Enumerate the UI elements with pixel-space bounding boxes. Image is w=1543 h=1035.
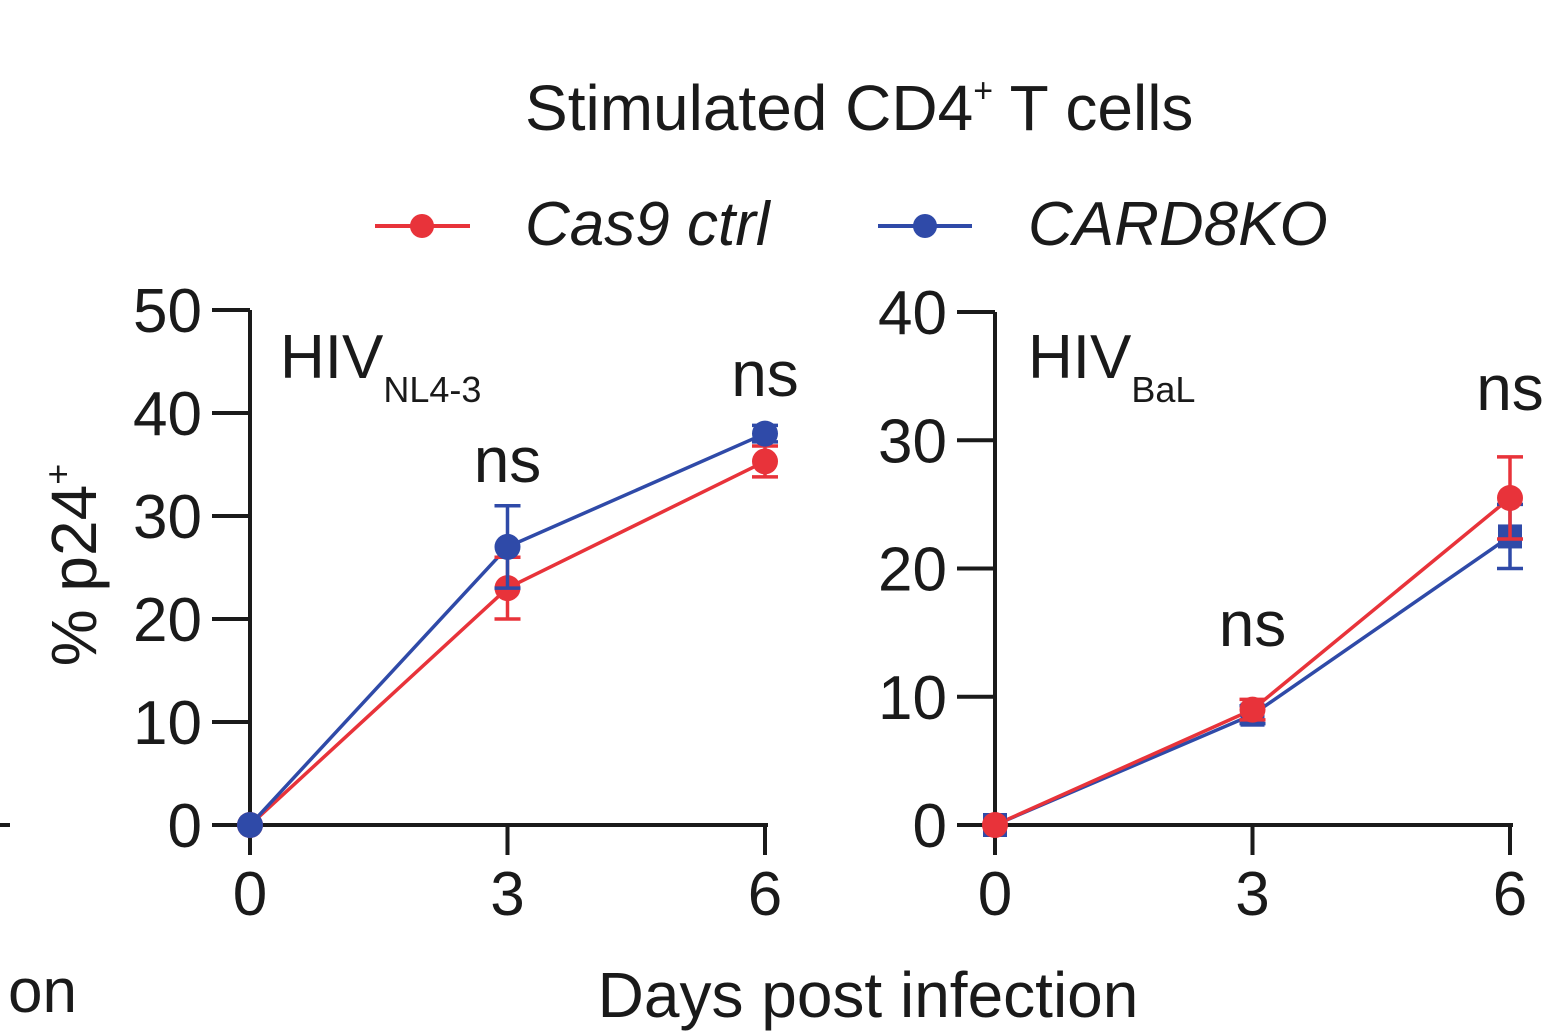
y-tick-label: 30 (878, 407, 947, 476)
legend-marker-cas9-ctrl (410, 214, 434, 238)
y-tick-label: 0 (168, 792, 202, 861)
panel-title-hiv-bal: HIVBaL (1028, 323, 1195, 410)
y-tick-label: 0 (913, 792, 947, 861)
data-point-cas9-ctrl (752, 448, 778, 475)
x-tick-label: 0 (233, 860, 267, 929)
legend-label-cas9-ctrl: Cas9 ctrl (525, 190, 772, 259)
legend-label-card8ko: CARD8KO (1028, 190, 1328, 259)
data-point-card8ko (494, 533, 521, 560)
y-tick-label: 50 (133, 277, 202, 346)
x-tick-label: 3 (490, 860, 524, 929)
significance-label: ns (1219, 588, 1287, 660)
legend-item-cas9-ctrl: Cas9 ctrl (375, 190, 772, 259)
series-line-cas9-ctrl (994, 496, 1512, 827)
data-point-card8ko (752, 420, 778, 447)
panel-title-hiv-nl4-3: HIVNL4-3 (280, 323, 481, 410)
clipped-xlabel-fragment: on (8, 957, 77, 1026)
panel-hiv-bal: HIVBaL 0 10 20 30 40 0 3 6 ns ns (878, 279, 1543, 929)
series-line-card8ko (994, 534, 1511, 827)
significance-label: ns (474, 424, 542, 496)
data-point-cas9-ctrl (982, 812, 1008, 838)
figure-title: Stimulated CD4+ T cells (525, 72, 1193, 144)
x-tick-label: 0 (978, 860, 1012, 929)
legend-item-card8ko: CARD8KO (878, 190, 1328, 259)
legend: Cas9 ctrl CARD8KO (375, 190, 1328, 259)
y-tick-label: 40 (133, 380, 202, 449)
x-tick-label: 3 (1235, 860, 1269, 929)
significance-label: ns (1476, 352, 1543, 424)
data-point-card8ko (237, 812, 263, 838)
panel-hiv-nl4-3: HIVNL4-3 0 10 20 30 40 50 0 3 6 ns ns (133, 277, 799, 929)
y-tick-label: 10 (133, 689, 202, 758)
y-tick-label: 10 (878, 664, 947, 733)
y-tick-label: 20 (133, 586, 202, 655)
y-axis-title: % p24+ (37, 464, 110, 667)
x-tick-label: 6 (1493, 860, 1527, 929)
legend-marker-card8ko (913, 214, 937, 238)
x-tick-label: 6 (748, 860, 782, 929)
significance-label: ns (731, 338, 799, 410)
y-tick-label: 30 (133, 483, 202, 552)
y-tick-label: 20 (878, 536, 947, 605)
data-point-cas9-ctrl (1497, 484, 1523, 511)
y-tick-label: 40 (878, 279, 947, 348)
x-axis-title: Days post infection (598, 959, 1139, 1031)
data-point-cas9-ctrl (1239, 696, 1266, 723)
